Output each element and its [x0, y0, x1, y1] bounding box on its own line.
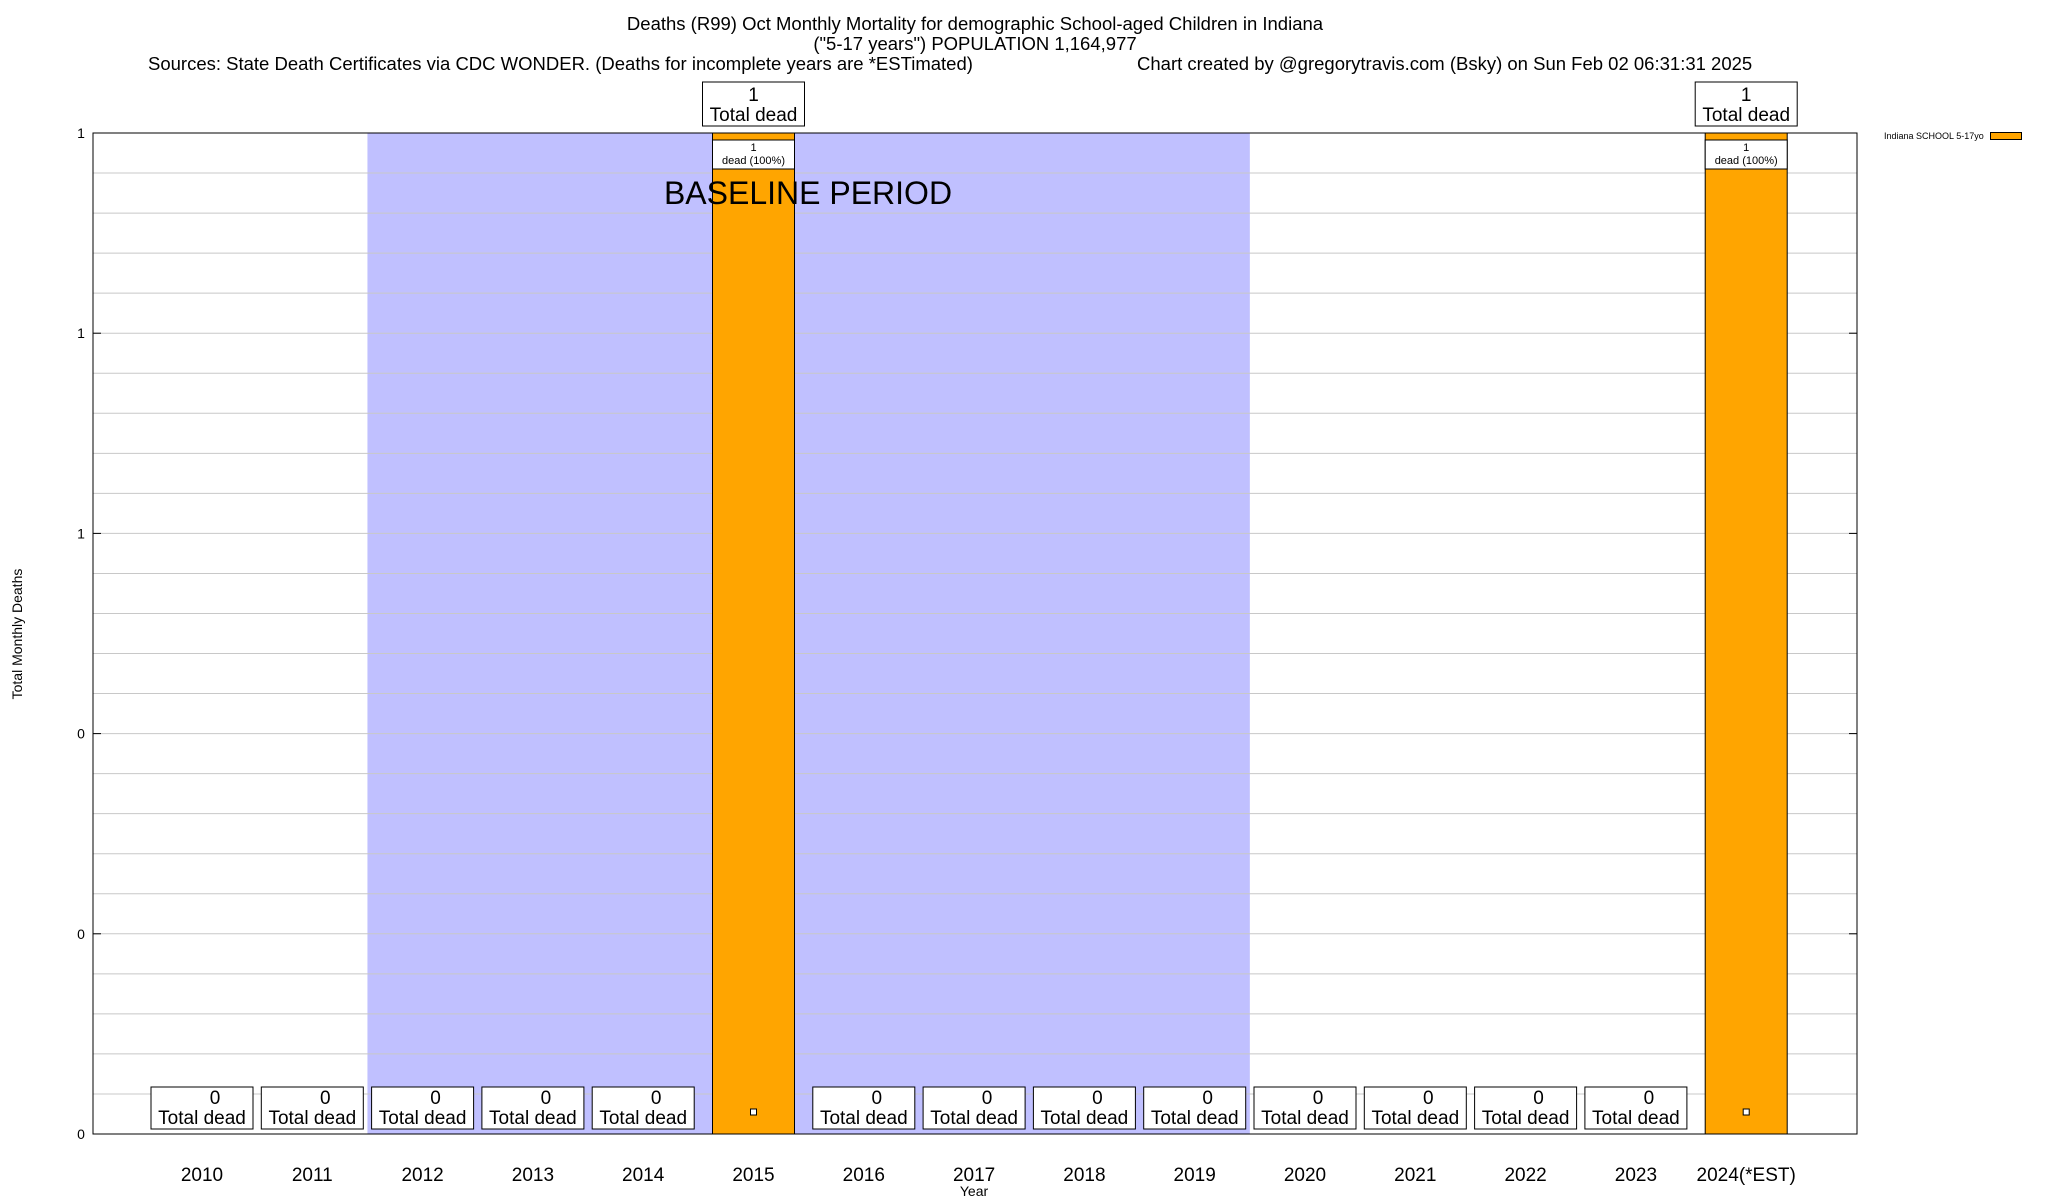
plot-border [92, 132, 1858, 1135]
total-label-text: Total dead [268, 1108, 356, 1129]
total-label-value: 0 [1423, 1088, 1434, 1109]
total-label-box [812, 1086, 916, 1130]
inner-label-value: 1 [750, 142, 756, 154]
inner-label-text: dead (100%) [1715, 155, 1778, 167]
legend-label: Indiana SCHOOL 5-17yo [1884, 131, 1984, 141]
total-label-box [702, 81, 805, 127]
total-label-text: Total dead [158, 1108, 246, 1129]
total-label-text: Total dead [1151, 1108, 1239, 1129]
total-label-value: 1 [748, 85, 759, 106]
y-tick-label: 0 [77, 726, 85, 742]
total-label-value: 0 [1092, 1088, 1103, 1109]
inner-label-box [1704, 139, 1788, 170]
baseline-period-label: BASELINE PERIOD [664, 175, 952, 211]
total-label-box [922, 1086, 1026, 1130]
total-label-box [371, 1086, 475, 1130]
total-label-text: Total dead [1702, 105, 1790, 126]
x-axis-label: Year [959, 1183, 989, 1199]
total-label-text: Total dead [1482, 1108, 1570, 1129]
y-tick-label: 1 [77, 125, 85, 141]
total-label-box [1143, 1086, 1247, 1130]
total-label-box [481, 1086, 585, 1130]
y-tick-label: 0 [77, 1126, 85, 1142]
axis-ticks: 0 0 0 1 1 1 2010 2011 2012 2013 2014 2015 2016 2017 20… [77, 125, 1857, 1186]
total-label-box [1474, 1086, 1578, 1130]
x-tick-label: 2010 [181, 1165, 223, 1186]
total-label-text: Total dead [599, 1108, 687, 1129]
total-label-value: 0 [320, 1088, 331, 1109]
total-label-box [1694, 81, 1798, 127]
total-label-value: 0 [430, 1088, 441, 1109]
x-tick-label: 2018 [1063, 1165, 1105, 1186]
chart-title: Deaths (R99) Oct Monthly Mortality for d… [626, 13, 1324, 34]
x-marker [1742, 1108, 1750, 1116]
total-label-value: 0 [210, 1088, 221, 1109]
total-label-value: 0 [1533, 1088, 1544, 1109]
total-label-box [591, 1086, 695, 1130]
legend-swatch [1989, 132, 2022, 140]
chart-credit: Chart created by @gregorytravis.com (Bsk… [1137, 53, 1753, 74]
total-label-text: Total dead [1261, 1108, 1349, 1129]
x-tick-label: 2023 [1615, 1165, 1657, 1186]
baseline-period-shade [367, 133, 1250, 1134]
bar [712, 132, 795, 1135]
bar [1704, 132, 1788, 1135]
total-label-box [260, 1086, 364, 1130]
total-label-text: Total dead [930, 1108, 1018, 1129]
x-tick-label: 2020 [1284, 1165, 1326, 1186]
total-label-value: 0 [1313, 1088, 1324, 1109]
total-label-box [1584, 1086, 1688, 1130]
x-marker [750, 1108, 757, 1116]
chart-subtitle: ("5-17 years") POPULATION 1,164,977 [813, 33, 1137, 54]
total-label-box [1253, 1086, 1357, 1130]
total-label-text: Total dead [1371, 1108, 1459, 1129]
y-tick-label: 0 [77, 926, 85, 942]
chart-sources: Sources: State Death Certificates via CD… [148, 53, 973, 74]
total-label-value: 0 [1202, 1088, 1213, 1109]
x-tick-label: 2017 [953, 1165, 995, 1186]
x-tick-label: 2019 [1174, 1165, 1216, 1186]
total-label-text: Total dead [1592, 1108, 1680, 1129]
total-label-box [150, 1086, 254, 1130]
total-label-text: Total dead [1041, 1108, 1129, 1129]
x-tick-label: 2016 [843, 1165, 885, 1186]
inner-label-value: 1 [1743, 142, 1749, 154]
y-tick-label: 1 [77, 525, 85, 541]
x-tick-label: 2013 [512, 1165, 554, 1186]
total-label-value: 0 [651, 1088, 662, 1109]
total-label-value: 0 [541, 1088, 552, 1109]
total-label-value: 1 [1741, 85, 1752, 106]
inner-label-box [712, 139, 795, 170]
total-label-text: Total dead [820, 1108, 908, 1129]
grid-lines [93, 172, 1857, 1095]
x-tick-label: 2021 [1394, 1165, 1436, 1186]
x-tick-label: 2011 [292, 1165, 333, 1186]
total-label-box [1032, 1086, 1136, 1130]
x-tick-label: 2022 [1504, 1165, 1546, 1186]
y-tick-label: 1 [77, 325, 85, 341]
total-label-value: 0 [982, 1088, 993, 1109]
y-axis-label: Total Monthly Deaths [9, 568, 25, 700]
legend: Indiana SCHOOL 5-17yo [1884, 131, 2022, 141]
x-tick-label: 2012 [401, 1165, 443, 1186]
total-label-text: Total dead [379, 1108, 467, 1129]
total-label-value: 0 [872, 1088, 883, 1109]
inner-label-text: dead (100%) [722, 155, 785, 167]
x-tick-label: 2014 [622, 1165, 665, 1186]
total-label-box [1363, 1086, 1467, 1130]
x-tick-label: 2024(*EST) [1697, 1165, 1796, 1186]
bar-layer [712, 132, 1788, 1135]
total-label-text: Total dead [489, 1108, 577, 1129]
total-label-value: 0 [1644, 1088, 1655, 1109]
total-label-text: Total dead [710, 105, 798, 126]
x-tick-label: 2015 [732, 1165, 774, 1186]
